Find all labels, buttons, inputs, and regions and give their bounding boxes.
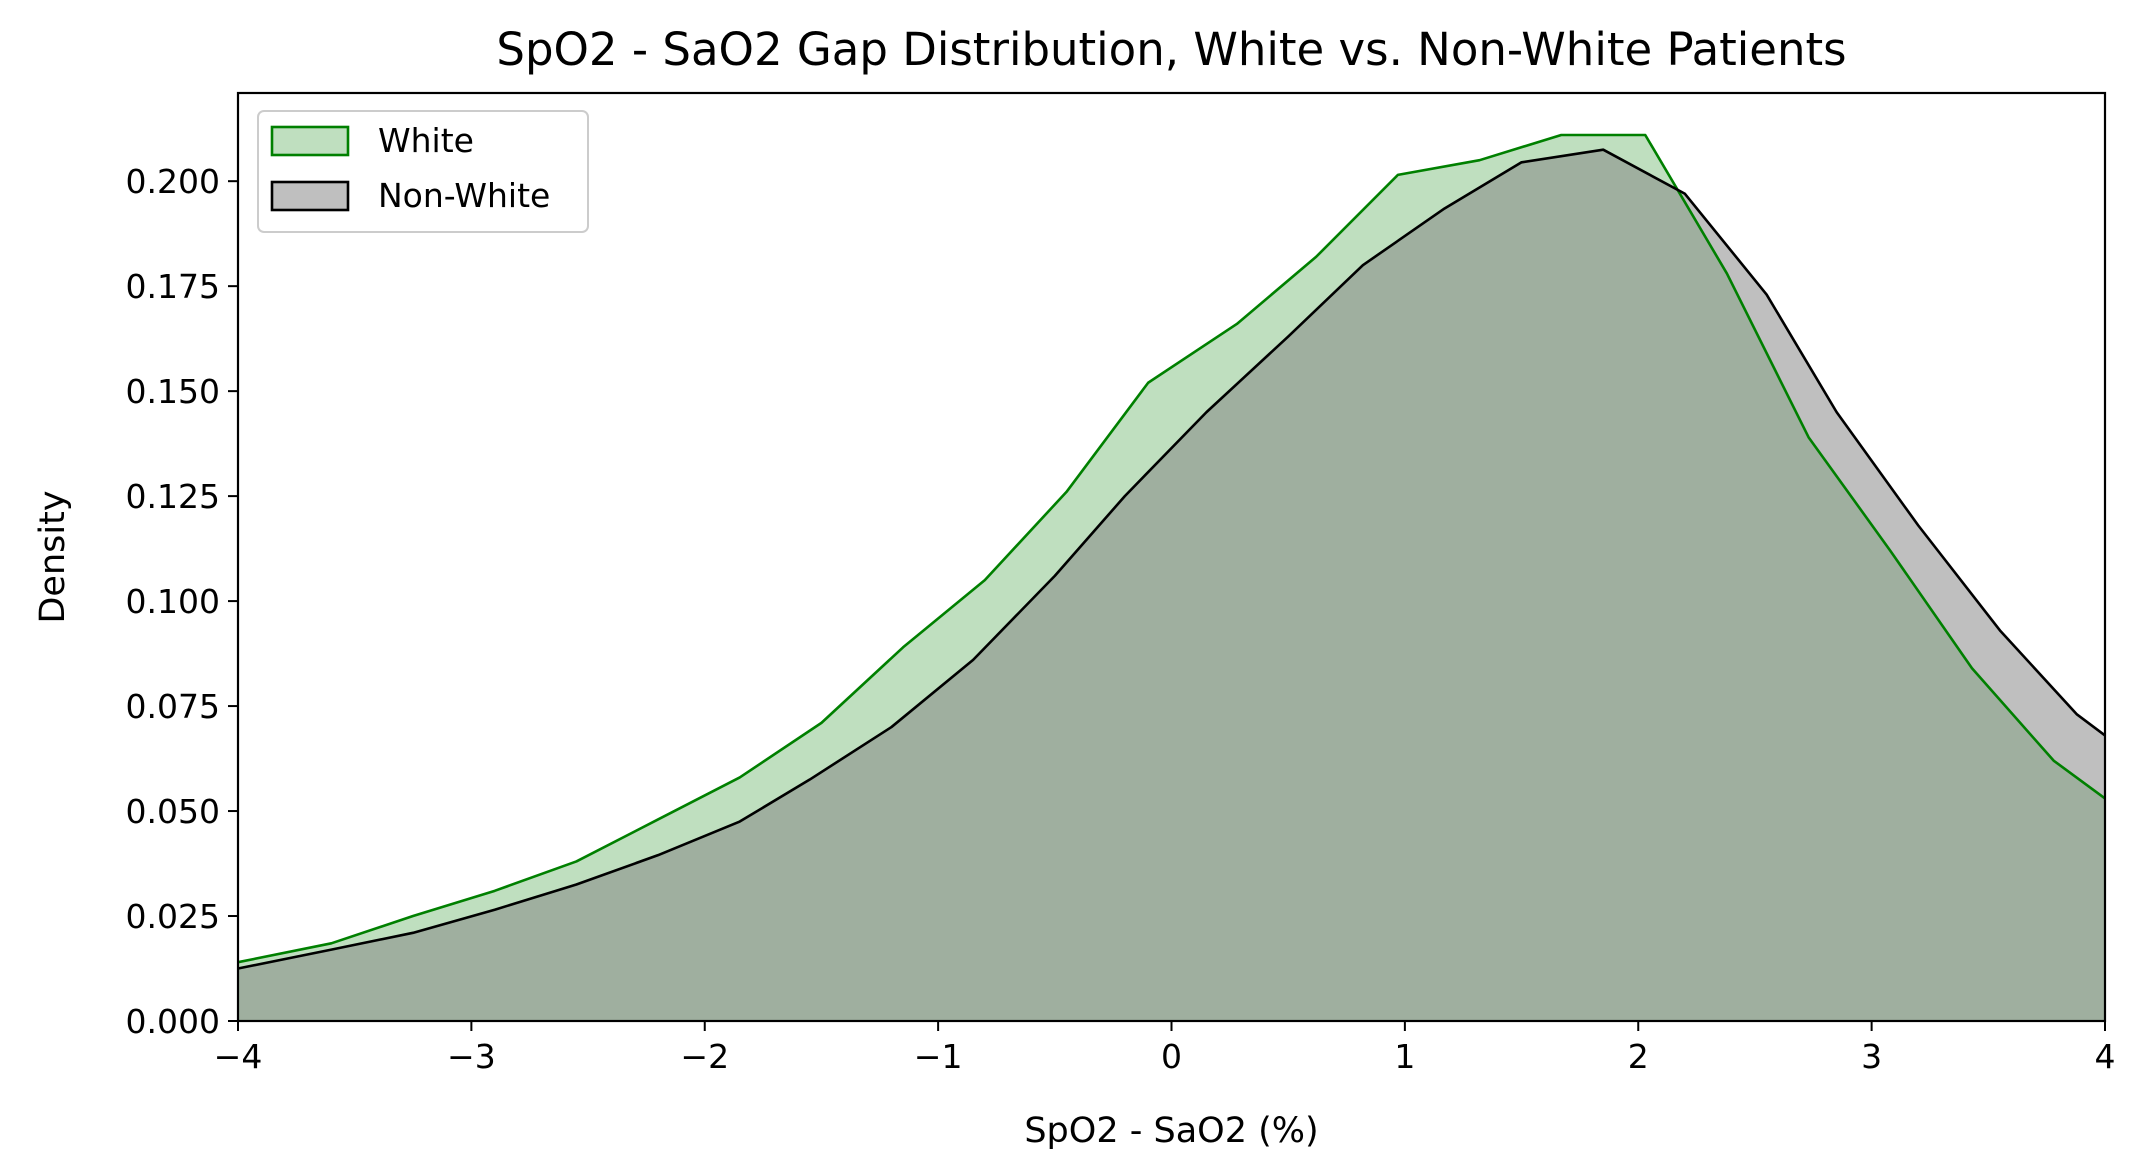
legend-swatch-non-white xyxy=(270,180,350,212)
x-tick-label: −3 xyxy=(447,1037,496,1076)
y-tick-label: 0.025 xyxy=(126,897,220,936)
series-lines xyxy=(237,133,2106,970)
y-tick-label: 0.200 xyxy=(126,162,220,201)
area-non-white xyxy=(238,149,2105,1021)
legend-label-white: White xyxy=(378,121,474,160)
y-tick-label: 0.175 xyxy=(126,267,220,306)
x-tick-label: 0 xyxy=(1161,1037,1182,1076)
y-tick-label: 0.050 xyxy=(126,792,220,831)
y-tick-label: 0.100 xyxy=(126,582,220,621)
line-non-white xyxy=(237,148,2106,970)
x-tick-label: −4 xyxy=(214,1037,263,1076)
legend[interactable]: White Non-White xyxy=(257,110,589,233)
x-axis: −4 −3 −2 −1 0 1 2 3 4 xyxy=(214,1021,2116,1076)
series-areas xyxy=(238,134,2105,1022)
x-axis-title: SpO2 - SaO2 (%) xyxy=(1024,1111,1318,1151)
chart-title: SpO2 - SaO2 Gap Distribution, White vs. … xyxy=(496,23,1846,76)
y-tick-label: 0.075 xyxy=(126,687,220,726)
legend-swatch-bg xyxy=(272,127,348,155)
line-white xyxy=(237,133,2106,964)
y-axis: 0.000 0.025 0.050 0.075 0.100 0.125 0.150 0.175… xyxy=(126,162,238,1041)
y-tick-label: 0.150 xyxy=(126,372,220,411)
y-axis-title: Density xyxy=(33,490,73,623)
y-tick-label: 0.125 xyxy=(126,477,220,516)
x-tick-label: 1 xyxy=(1394,1037,1415,1076)
x-tick-label: −2 xyxy=(680,1037,729,1076)
y-tick-label: 0.000 xyxy=(126,1002,220,1041)
x-tick-label: −1 xyxy=(914,1037,963,1076)
legend-swatch-white xyxy=(270,125,350,157)
x-tick-label: 4 xyxy=(2095,1037,2116,1076)
x-tick-label: 2 xyxy=(1628,1037,1649,1076)
x-tick-label: 3 xyxy=(1861,1037,1882,1076)
legend-label-non-white: Non-White xyxy=(378,176,550,215)
